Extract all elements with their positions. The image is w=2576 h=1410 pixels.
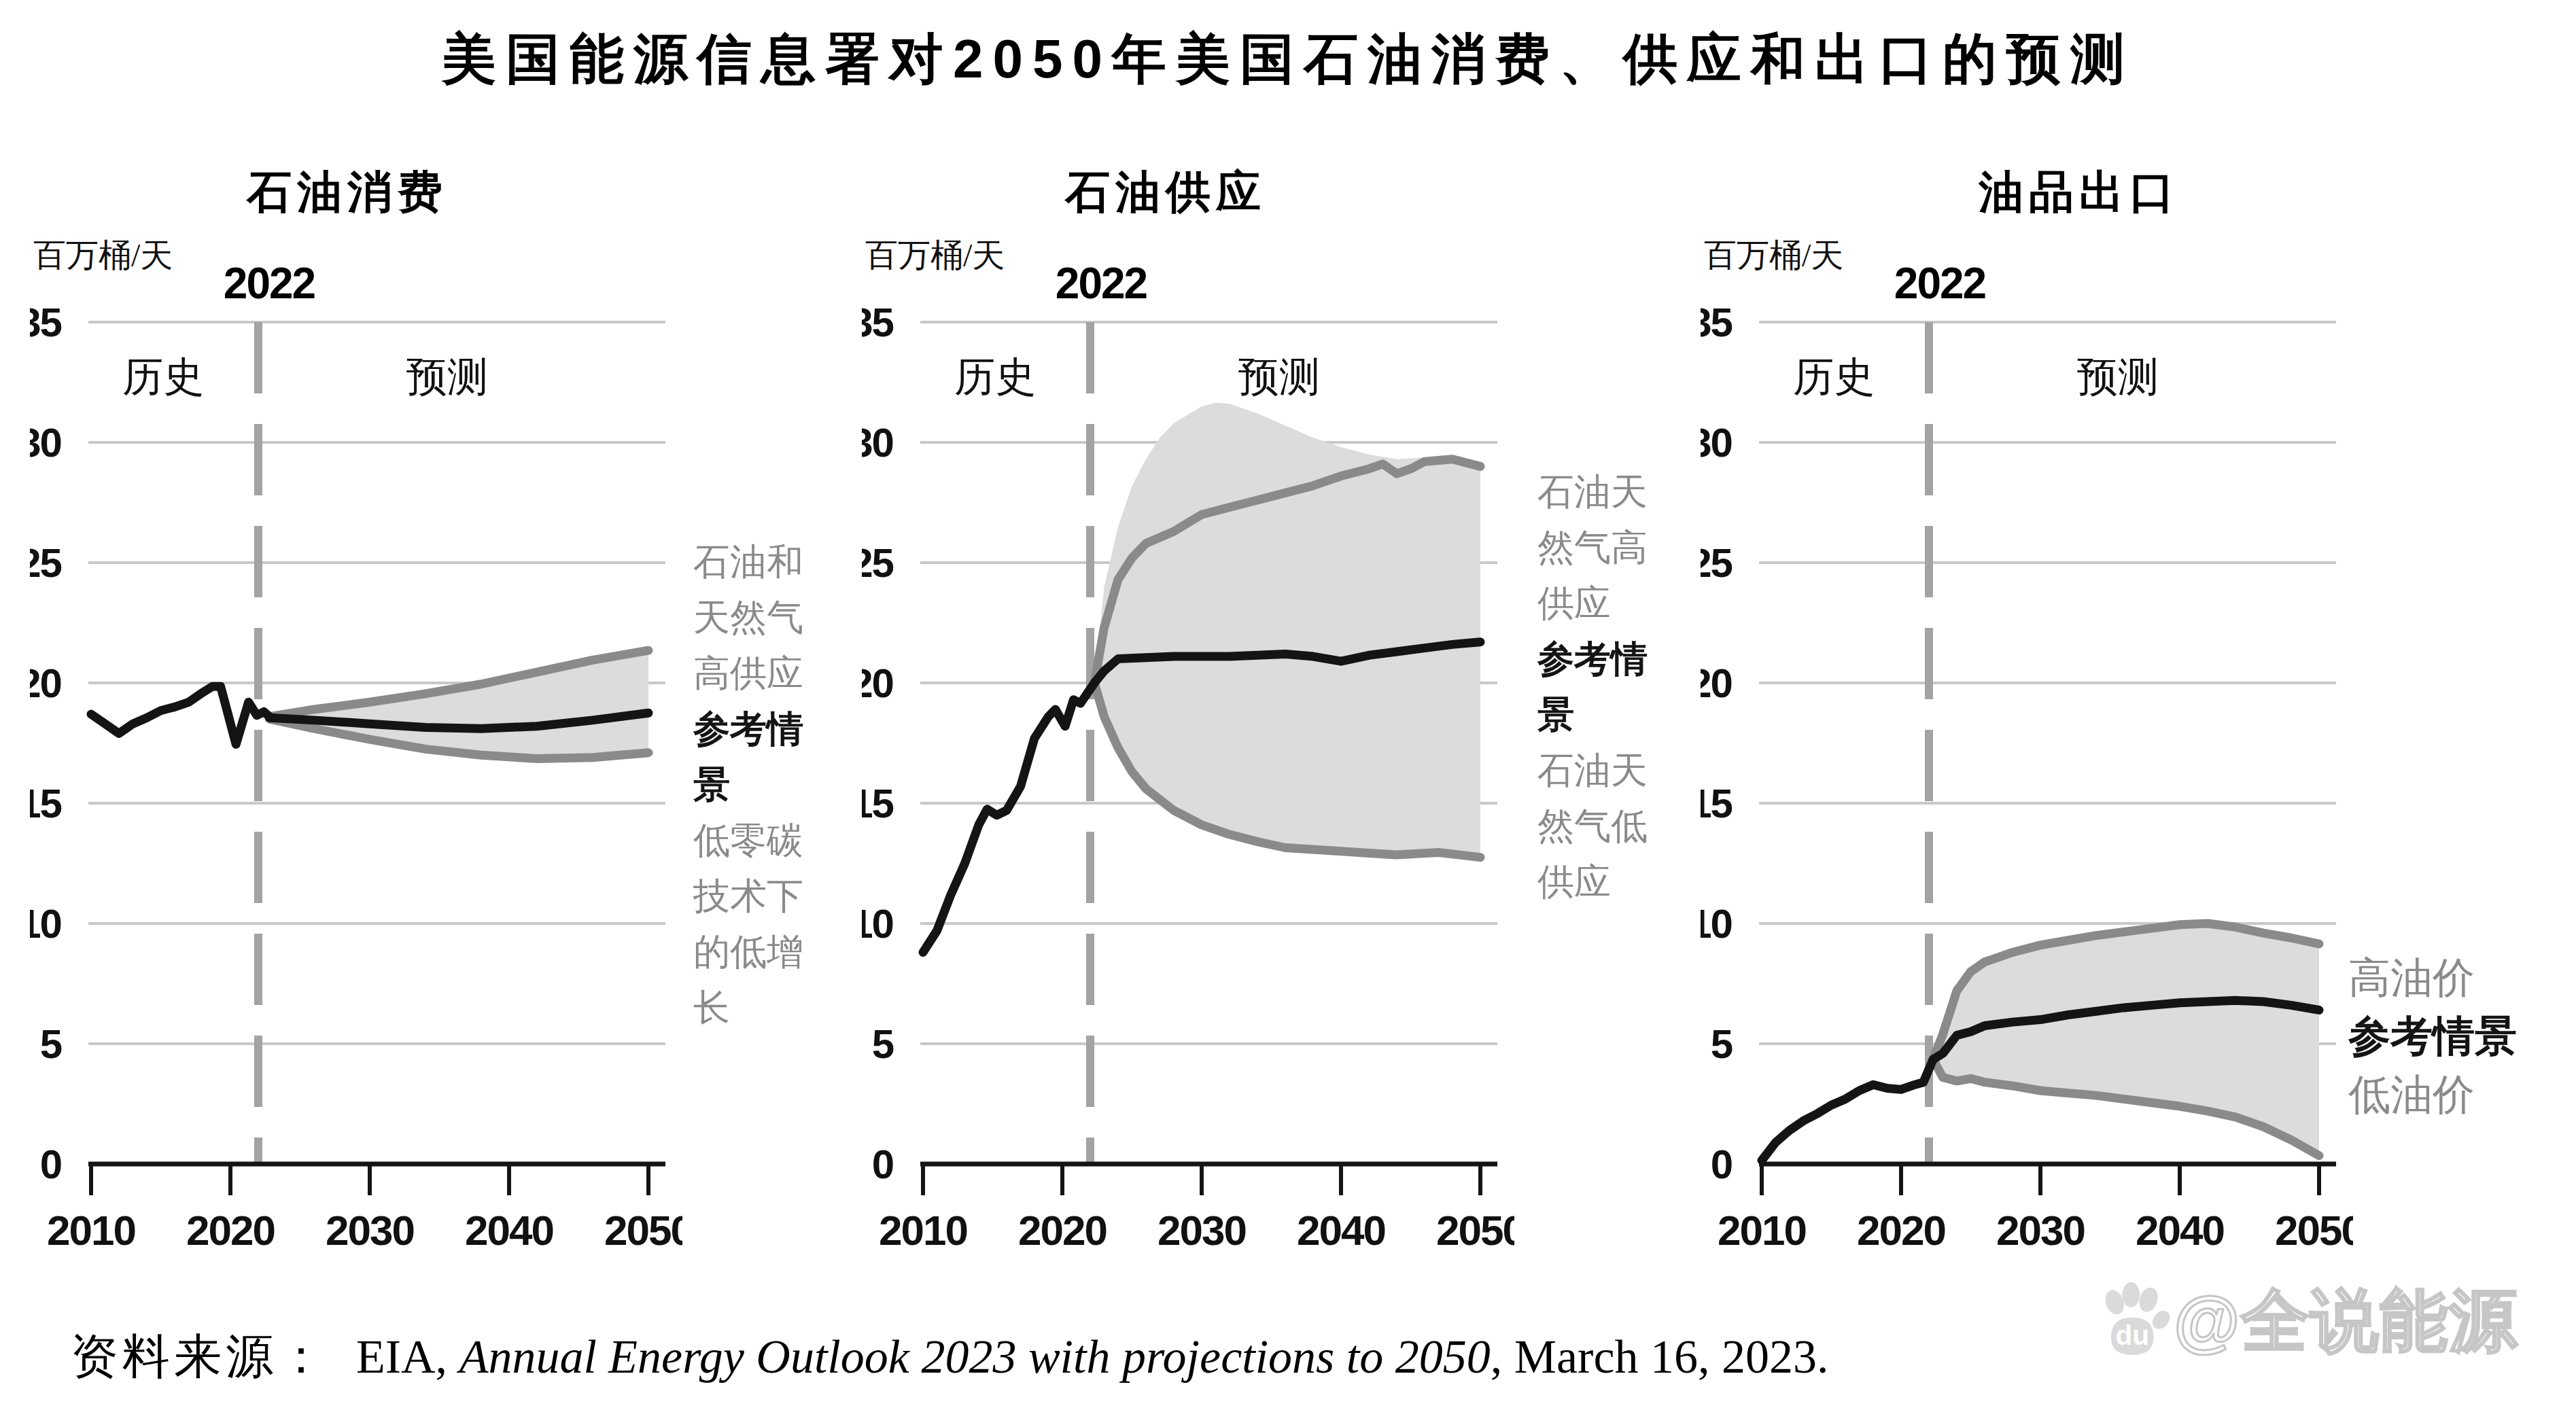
scenario-label-gray: 石油天然气高供应 bbox=[1537, 464, 1654, 631]
series-history bbox=[91, 686, 269, 744]
source-line: 资料来源： EIA, Annual Energy Outlook 2023 wit… bbox=[71, 1325, 1829, 1389]
y-tick-label: 20 bbox=[1701, 660, 1732, 706]
x-tick-label: 2040 bbox=[2136, 1207, 2224, 1254]
y-tick-label: 20 bbox=[862, 660, 893, 706]
y-tick-label: 10 bbox=[862, 901, 893, 947]
scenario-label-gray: 低零碳技术下的低增长 bbox=[693, 813, 810, 1036]
y-tick-label: 20 bbox=[30, 660, 61, 706]
y-tick-label: 30 bbox=[1701, 420, 1732, 465]
consumption-chart: 2010 2020 2030 2040 2050 0 5 10 15 20 25 30 35 bbox=[30, 285, 682, 1305]
supply-annotations: 石油天然气高供应参考情景石油天然气低供应 bbox=[1537, 464, 1654, 910]
x-tick-label: 2030 bbox=[1996, 1207, 2085, 1254]
y-tick-label: 35 bbox=[30, 300, 62, 345]
series-history bbox=[1762, 1059, 1933, 1161]
exports-annotations: 高油价参考情景低油价 bbox=[2348, 949, 2539, 1124]
panel-title-consumption: 石油消费 bbox=[247, 162, 448, 223]
scenario-label-gray: 石油和天然气高供应 bbox=[693, 534, 810, 701]
x-tick-label: 2020 bbox=[186, 1207, 275, 1254]
source-post: , March 16, 2023. bbox=[1491, 1330, 1829, 1383]
scenario-label-gray: 高油价 bbox=[2348, 949, 2539, 1007]
source-pre: EIA, bbox=[356, 1330, 459, 1383]
y-tick-label: 0 bbox=[872, 1142, 893, 1187]
x-tick-label: 2030 bbox=[326, 1207, 414, 1254]
y-tick-label: 25 bbox=[30, 540, 62, 586]
x-tick-label: 2010 bbox=[47, 1207, 135, 1254]
paw-du-text: du bbox=[2115, 1320, 2149, 1351]
x-tick-label: 2020 bbox=[1018, 1207, 1107, 1254]
x-tick-label: 2030 bbox=[1158, 1207, 1246, 1254]
scenario-label-black: 参考情景 bbox=[693, 701, 810, 813]
panel-title-exports: 油品出口 bbox=[1979, 162, 2180, 223]
x-tick-label: 2020 bbox=[1857, 1207, 1945, 1254]
watermark: du @全说能源 bbox=[2093, 1276, 2519, 1368]
y-tick-label: 0 bbox=[40, 1142, 61, 1187]
scenario-label-black: 参考情景 bbox=[1537, 631, 1654, 743]
page-title: 美国能源信息署对2050年美国石油消费、供应和出口的预测 bbox=[0, 23, 2576, 96]
chart-page: 美国能源信息署对2050年美国石油消费、供应和出口的预测 石油消费 百万桶/天 … bbox=[0, 0, 2576, 1410]
y-tick-label: 10 bbox=[30, 901, 61, 947]
y-tick-label: 35 bbox=[862, 300, 894, 345]
panel-title-supply: 石油供应 bbox=[1065, 162, 1266, 223]
supply-chart: 2010 2020 2030 2040 2050 0 5 10 15 20 25 30 35 bbox=[862, 285, 1514, 1305]
source-label: 资料来源： bbox=[71, 1330, 329, 1383]
scenario-label-gray: 石油天然气低供应 bbox=[1537, 743, 1654, 910]
y-tick-label: 15 bbox=[1701, 781, 1733, 826]
source-report-title: Annual Energy Outlook 2023 with projecti… bbox=[459, 1330, 1491, 1383]
x-tick-label: 2050 bbox=[2275, 1207, 2353, 1254]
y-tick-label: 15 bbox=[862, 781, 894, 826]
x-tick-label: 2040 bbox=[465, 1207, 553, 1254]
y-tick-label: 35 bbox=[1701, 300, 1733, 345]
watermark-text: @全说能源 bbox=[2174, 1276, 2519, 1368]
baidu-paw-icon: du bbox=[2093, 1282, 2174, 1362]
y-tick-label: 15 bbox=[30, 781, 62, 826]
scenario-label-gray: 低油价 bbox=[2348, 1065, 2539, 1124]
series-history bbox=[923, 683, 1094, 952]
y-tick-label: 30 bbox=[862, 420, 893, 465]
y-axis-unit-label: 百万桶/天 bbox=[1704, 234, 1843, 277]
x-tick-label: 2040 bbox=[1297, 1207, 1385, 1254]
consumption-annotations: 石油和天然气高供应参考情景低零碳技术下的低增长 bbox=[693, 534, 810, 1036]
y-tick-label: 25 bbox=[862, 540, 894, 586]
y-axis-unit-label: 百万桶/天 bbox=[865, 234, 1005, 277]
x-tick-label: 2010 bbox=[1718, 1207, 1806, 1254]
x-tick-label: 2010 bbox=[879, 1207, 967, 1254]
x-tick-label: 2050 bbox=[1436, 1207, 1514, 1254]
y-tick-label: 5 bbox=[1711, 1021, 1733, 1067]
y-tick-label: 0 bbox=[1711, 1142, 1732, 1187]
scenario-label-black: 参考情景 bbox=[2348, 1007, 2539, 1065]
y-axis-unit-label: 百万桶/天 bbox=[33, 234, 173, 277]
y-tick-label: 30 bbox=[30, 420, 61, 465]
exports-chart: 2010 2020 2030 2040 2050 0 5 10 15 20 25 30 35 bbox=[1701, 285, 2353, 1305]
x-tick-label: 2050 bbox=[604, 1207, 682, 1254]
y-tick-label: 5 bbox=[40, 1021, 62, 1067]
y-tick-label: 25 bbox=[1701, 540, 1733, 586]
y-tick-label: 10 bbox=[1701, 901, 1732, 947]
y-tick-label: 5 bbox=[872, 1021, 894, 1067]
